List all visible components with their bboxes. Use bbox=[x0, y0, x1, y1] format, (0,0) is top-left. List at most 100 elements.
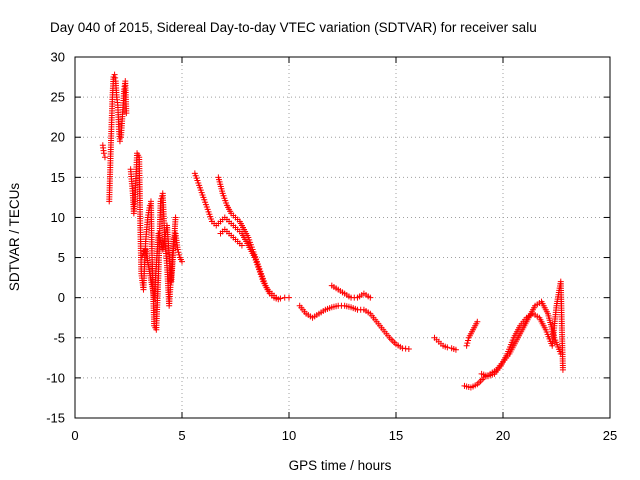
data-point-interp bbox=[313, 312, 320, 319]
data-point-interp bbox=[239, 224, 246, 231]
data-point-interp bbox=[536, 300, 543, 307]
x-tick-label-5: 25 bbox=[603, 428, 617, 443]
data-point-interp bbox=[489, 371, 496, 378]
data-point-interp bbox=[450, 346, 457, 353]
data-point-interp bbox=[215, 220, 222, 227]
data-point-interp bbox=[516, 324, 523, 331]
y-axis-label: SDTVAR / TECUs bbox=[7, 183, 22, 292]
data-point-interp bbox=[320, 308, 327, 315]
x-axis-label: GPS time / hours bbox=[289, 458, 392, 473]
data-point-interp bbox=[465, 383, 472, 390]
data-point-interp bbox=[464, 340, 471, 347]
data-point-interp bbox=[223, 200, 230, 207]
data-point-interp bbox=[521, 316, 528, 323]
data-points bbox=[99, 71, 566, 391]
data-point-interp bbox=[223, 216, 230, 223]
data-point-interp bbox=[365, 309, 372, 316]
data-point-interp bbox=[541, 324, 548, 331]
series-early-b bbox=[106, 71, 130, 205]
y-tick-label-8: 25 bbox=[51, 90, 65, 105]
data-point-interp bbox=[227, 208, 234, 215]
series-night-b bbox=[478, 278, 566, 380]
data-point-interp bbox=[466, 332, 473, 339]
y-tick-label-6: 15 bbox=[51, 170, 65, 185]
data-point-interp bbox=[333, 303, 340, 310]
data-point-interp bbox=[496, 364, 503, 371]
data-point-interp bbox=[468, 328, 475, 335]
series-day-upper bbox=[191, 170, 292, 302]
data-point-interp bbox=[230, 212, 237, 219]
data-point-interp bbox=[100, 147, 107, 154]
data-point-interp bbox=[473, 320, 480, 327]
series-day-lower bbox=[215, 174, 282, 303]
data-point-interp bbox=[391, 339, 398, 346]
data-point-interp bbox=[273, 295, 280, 302]
data-point-interp bbox=[442, 343, 449, 350]
y-tick-label-4: 5 bbox=[58, 250, 65, 265]
data-point-interp bbox=[384, 332, 391, 339]
data-point-interp bbox=[199, 191, 206, 198]
data-point-interp bbox=[372, 316, 379, 323]
data-point-interp bbox=[257, 268, 264, 275]
data-point bbox=[463, 342, 470, 349]
data-point-interp bbox=[265, 288, 272, 295]
data-point-interp bbox=[123, 107, 130, 114]
data-point-interp bbox=[465, 337, 472, 344]
data-point-interp bbox=[146, 268, 153, 275]
data-point-interp bbox=[509, 337, 516, 344]
data-point bbox=[101, 154, 108, 161]
series-morning bbox=[127, 150, 185, 333]
data-point-interp bbox=[268, 292, 275, 299]
data-point-interp bbox=[437, 340, 444, 347]
data-point-interp bbox=[365, 293, 372, 300]
data-point-interp bbox=[543, 308, 550, 315]
series-evening-b bbox=[463, 318, 481, 349]
data-point-interp bbox=[261, 280, 268, 287]
data-point-interp bbox=[114, 99, 121, 106]
series-morning-b bbox=[138, 214, 179, 301]
series-day-dip bbox=[217, 226, 245, 249]
data-point-interp bbox=[326, 305, 333, 312]
data-point bbox=[111, 71, 118, 78]
y-tick-label-3: 0 bbox=[58, 290, 65, 305]
data-point-interp bbox=[471, 324, 478, 331]
data-point-interp bbox=[351, 294, 358, 301]
x-tick-label-4: 20 bbox=[496, 428, 510, 443]
y-tick-label-9: 30 bbox=[51, 50, 65, 65]
data-point-interp bbox=[135, 152, 142, 159]
data-point-interp bbox=[333, 285, 340, 292]
data-point-interp bbox=[228, 232, 235, 239]
data-point bbox=[286, 294, 292, 301]
series-afternoon-b bbox=[328, 282, 374, 301]
data-point-interp bbox=[534, 313, 541, 320]
data-point-interp bbox=[472, 382, 479, 389]
data-point-interp bbox=[232, 236, 239, 243]
data-point-interp bbox=[195, 179, 202, 186]
series-early-a bbox=[99, 142, 108, 161]
series-afternoon bbox=[296, 302, 412, 353]
plot-frame bbox=[74, 56, 611, 419]
data-point-interp bbox=[339, 289, 346, 296]
data-point-interp bbox=[236, 228, 243, 235]
data-point-interp bbox=[113, 91, 120, 98]
y-tick-label-2: -5 bbox=[53, 330, 65, 345]
y-tick-label-7: 20 bbox=[51, 130, 65, 145]
data-point-interp bbox=[174, 244, 181, 251]
data-point-interp bbox=[253, 256, 260, 263]
plot-border bbox=[74, 56, 611, 419]
data-point-interp bbox=[208, 216, 215, 223]
data-point-interp bbox=[248, 244, 255, 251]
data-point-interp bbox=[397, 343, 404, 350]
data-point-interp bbox=[176, 251, 183, 258]
y-tick-label-1: -10 bbox=[46, 370, 65, 385]
series-evening-a bbox=[431, 334, 459, 353]
chart-title: Day 040 of 2015, Sidereal Day-to-day VTE… bbox=[50, 20, 537, 35]
x-tick-label-2: 10 bbox=[282, 428, 296, 443]
data-point-interp bbox=[232, 224, 239, 231]
data-point-interp bbox=[301, 308, 308, 315]
data-point-interp bbox=[531, 304, 538, 311]
data-point-interp bbox=[559, 364, 566, 371]
data-point-interp bbox=[175, 249, 182, 256]
y-tick-label-0: -15 bbox=[46, 411, 65, 426]
